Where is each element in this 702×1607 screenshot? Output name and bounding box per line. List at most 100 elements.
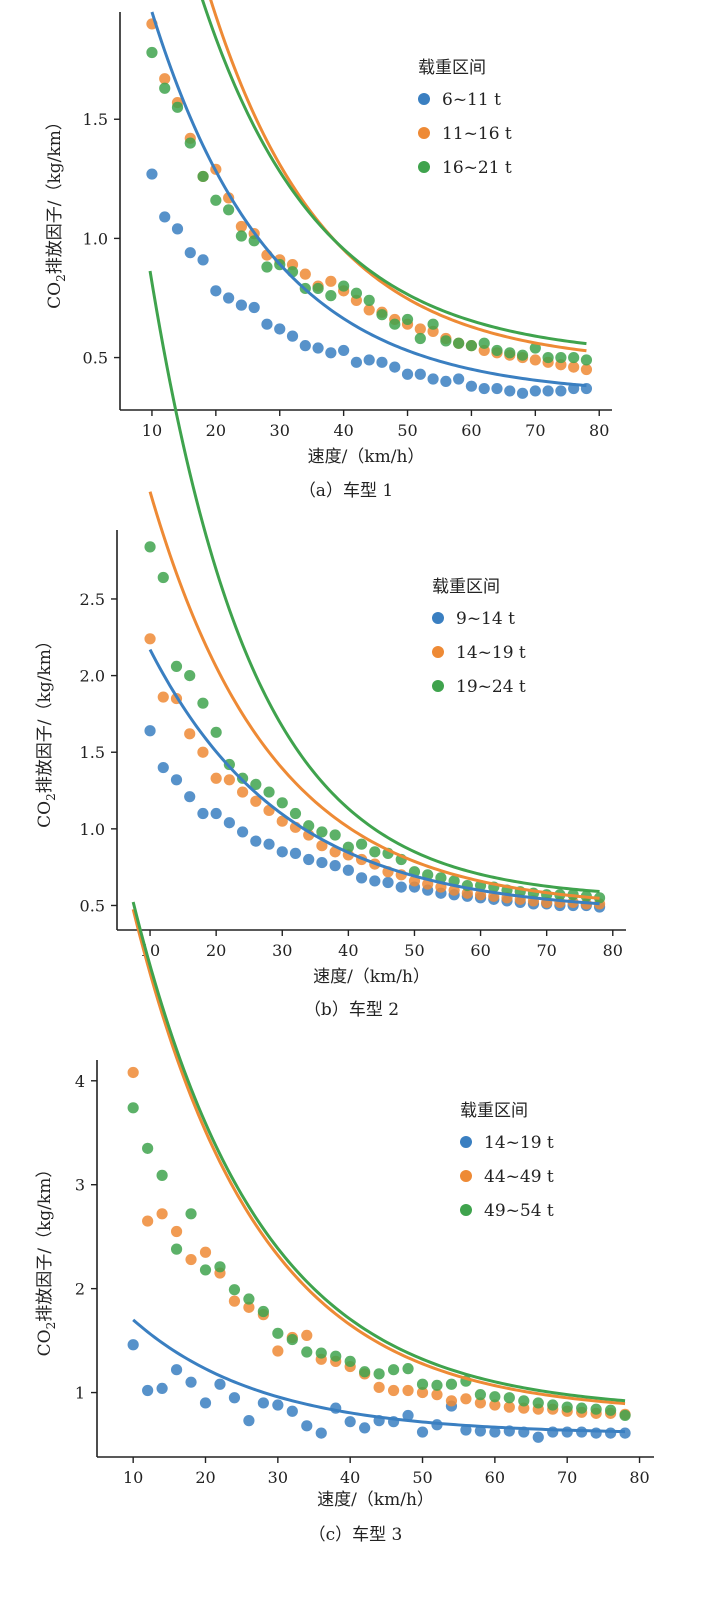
data-point-series-1 bbox=[214, 1378, 226, 1390]
data-point-series-3 bbox=[427, 318, 439, 330]
data-point-series-1 bbox=[478, 382, 490, 395]
data-point-series-1 bbox=[301, 1420, 313, 1432]
data-point-series-3 bbox=[316, 826, 328, 838]
legend: 载重区间 14~19 t 44~49 t 49~54 t bbox=[460, 1101, 554, 1221]
legend-label: 9~14 t bbox=[456, 609, 515, 629]
data-point-series-3 bbox=[369, 846, 381, 858]
data-point-series-2 bbox=[159, 73, 171, 85]
legend-marker bbox=[418, 93, 430, 105]
data-point-series-3 bbox=[431, 1379, 443, 1391]
x-tick-label: 40 bbox=[338, 941, 358, 960]
x-tick-label: 50 bbox=[404, 941, 424, 960]
data-point-series-3 bbox=[532, 1397, 544, 1409]
legend-title: 载重区间 bbox=[460, 1101, 528, 1121]
y-axis-label: CO2排放因子/（kg/km） bbox=[35, 1161, 58, 1357]
data-point-series-2 bbox=[156, 1208, 168, 1220]
data-point-series-3 bbox=[604, 1404, 617, 1416]
legend-marker bbox=[460, 1204, 472, 1216]
data-point-series-2 bbox=[157, 691, 169, 703]
data-point-series-2 bbox=[236, 786, 249, 798]
data-point-series-2 bbox=[373, 1381, 385, 1393]
data-point-series-1 bbox=[157, 761, 169, 774]
legend-label: 6~11 t bbox=[442, 90, 501, 110]
data-point-series-3 bbox=[529, 342, 541, 354]
x-tick-label: 30 bbox=[270, 421, 290, 440]
data-point-series-3 bbox=[465, 340, 478, 352]
data-point-series-3 bbox=[223, 204, 235, 216]
data-point-series-3 bbox=[474, 1389, 486, 1401]
y-tick-label: 2.0 bbox=[80, 667, 105, 686]
data-point-series-3 bbox=[329, 829, 341, 841]
x-tick-label: 70 bbox=[557, 1468, 577, 1487]
chart-panel-3: 10 20 30 40 50 60 70 80 1 2 3 4 速度/（km/h） CO2排放因子/（kg… bbox=[35, 901, 654, 1545]
data-point-series-1 bbox=[491, 382, 503, 395]
data-point-series-2 bbox=[460, 1393, 472, 1405]
data-point-series-3 bbox=[315, 1347, 327, 1359]
data-point-series-1 bbox=[590, 1427, 602, 1439]
data-point-series-1 bbox=[474, 1425, 486, 1437]
data-point-series-1 bbox=[389, 361, 401, 373]
data-point-series-1 bbox=[299, 340, 311, 352]
data-point-series-3 bbox=[555, 351, 567, 364]
data-point-series-1 bbox=[171, 223, 184, 235]
legend-marker bbox=[432, 646, 444, 658]
data-point-series-1 bbox=[274, 323, 286, 335]
data-point-series-2 bbox=[489, 1399, 501, 1411]
data-point-series-3 bbox=[185, 1208, 197, 1220]
data-point-series-1 bbox=[170, 1364, 183, 1376]
data-point-series-1 bbox=[414, 368, 426, 380]
data-point-series-3 bbox=[491, 344, 503, 357]
fit-curve-series-3 bbox=[131, 901, 626, 1403]
fit-curve-series-3 bbox=[148, 270, 600, 894]
panel-caption: （b）车型 2 bbox=[304, 1000, 399, 1020]
data-point-series-3 bbox=[289, 807, 302, 820]
x-tick-label: 80 bbox=[589, 421, 609, 440]
legend-label: 44~49 t bbox=[484, 1167, 554, 1187]
y-tick-label: 2 bbox=[75, 1280, 85, 1299]
data-point-series-3 bbox=[338, 280, 350, 292]
data-point-series-1 bbox=[416, 1426, 429, 1438]
data-point-series-3 bbox=[576, 1402, 588, 1414]
data-point-series-3 bbox=[272, 1327, 284, 1339]
data-point-series-1 bbox=[159, 211, 171, 223]
data-point-series-1 bbox=[440, 375, 452, 388]
data-point-series-1 bbox=[223, 292, 235, 304]
data-point-series-1 bbox=[210, 807, 222, 820]
data-point-series-1 bbox=[542, 385, 554, 397]
data-point-series-2 bbox=[474, 1397, 486, 1409]
x-tick-label: 30 bbox=[268, 1468, 288, 1487]
x-tick-label: 60 bbox=[461, 421, 481, 440]
data-point-series-3 bbox=[373, 1368, 385, 1380]
data-point-series-1 bbox=[529, 385, 541, 397]
data-point-series-2 bbox=[568, 361, 580, 373]
data-point-series-2 bbox=[316, 840, 328, 852]
data-point-series-1 bbox=[289, 847, 302, 859]
data-point-series-1 bbox=[325, 347, 337, 359]
data-point-series-1 bbox=[199, 1397, 212, 1409]
data-point-series-3 bbox=[210, 194, 222, 206]
x-tick-label: 50 bbox=[412, 1468, 432, 1487]
data-point-series-1 bbox=[197, 254, 209, 266]
data-point-series-3 bbox=[401, 313, 414, 326]
data-point-series-3 bbox=[440, 335, 452, 347]
data-point-series-2 bbox=[197, 746, 209, 758]
data-point-series-3 bbox=[263, 786, 275, 798]
data-point-series-1 bbox=[184, 791, 196, 803]
data-point-series-1 bbox=[243, 1415, 255, 1427]
data-point-series-3 bbox=[619, 1409, 631, 1422]
data-point-series-2 bbox=[461, 887, 473, 899]
fit-curve-series-2 bbox=[148, 491, 600, 900]
data-point-series-1 bbox=[210, 285, 222, 297]
fit-curve-series-1 bbox=[150, 11, 587, 388]
legend-marker bbox=[460, 1170, 472, 1182]
x-tick-label: 40 bbox=[340, 1468, 360, 1487]
data-point-series-3 bbox=[146, 46, 158, 59]
data-point-series-1 bbox=[453, 373, 465, 385]
legend-label: 14~19 t bbox=[484, 1133, 554, 1153]
data-point-series-1 bbox=[263, 838, 275, 850]
data-point-series-3 bbox=[197, 697, 209, 709]
data-point-series-1 bbox=[144, 725, 156, 737]
data-point-series-1 bbox=[316, 856, 328, 869]
y-tick-label: 1.0 bbox=[83, 229, 108, 248]
